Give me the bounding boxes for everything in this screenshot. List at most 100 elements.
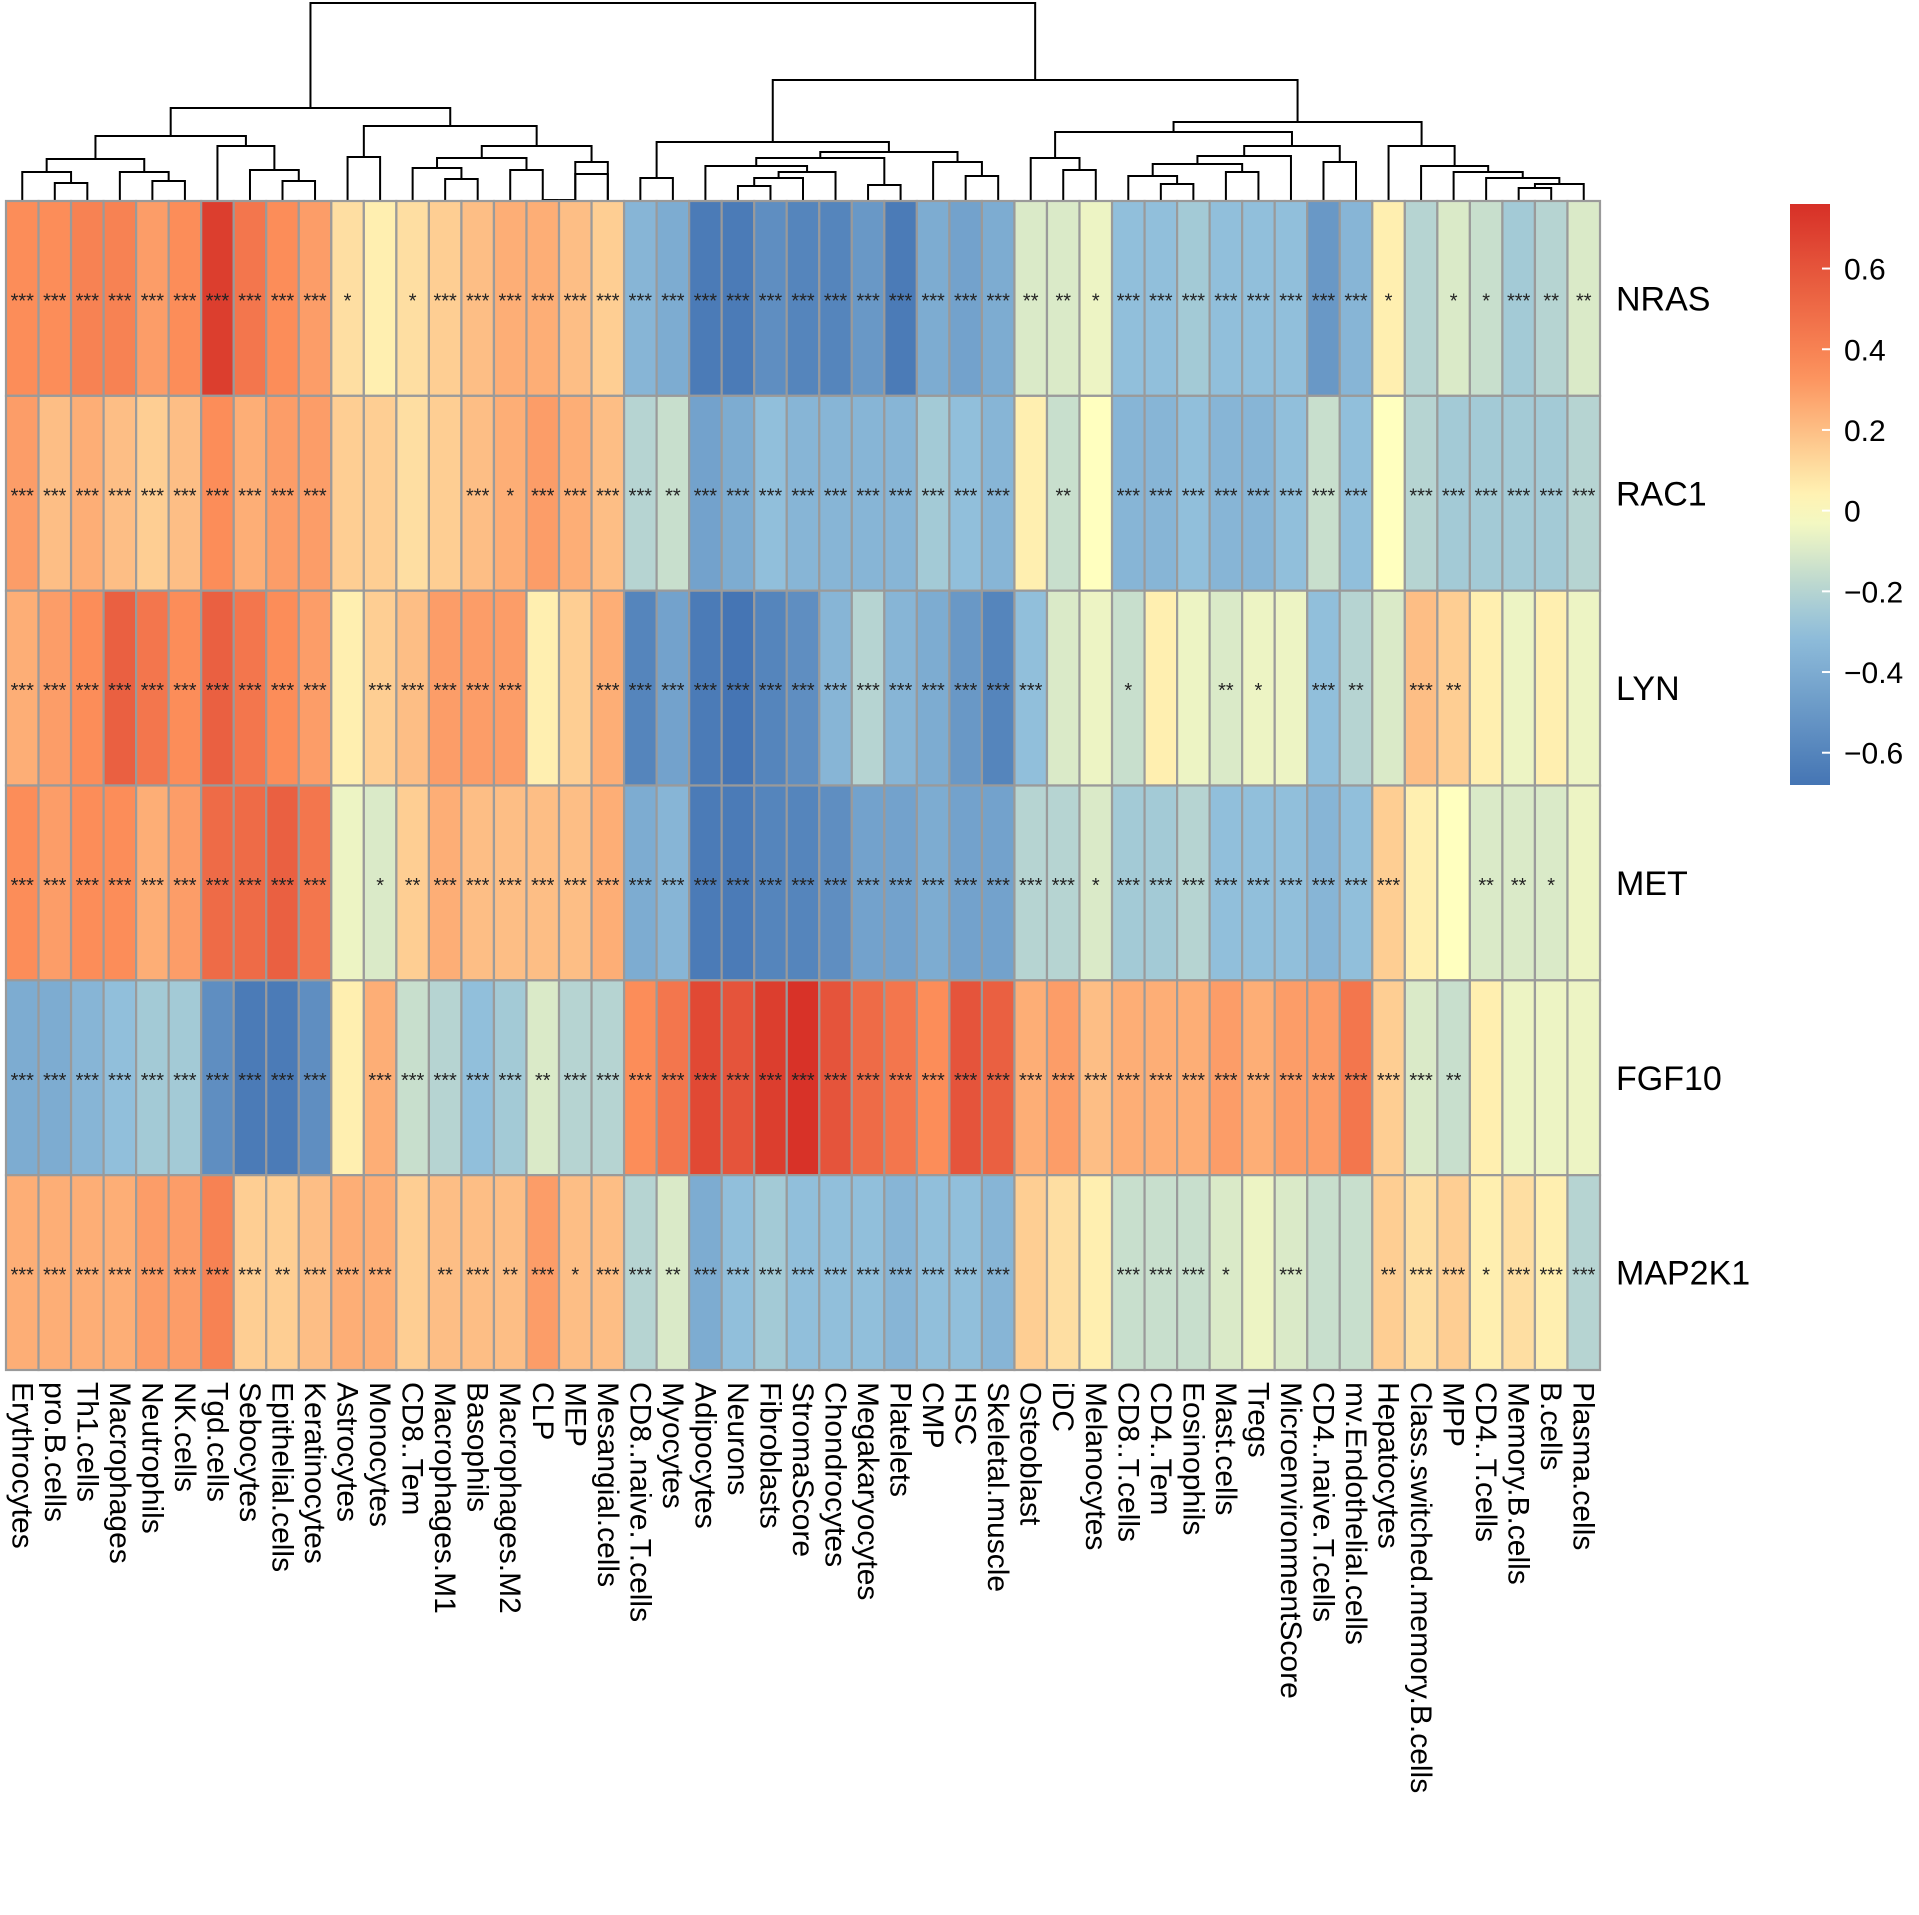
heatmap-cell-MET-Th1.cells [69, 784, 105, 982]
heatmap-cell-NRAS-Plasma.cells [1566, 199, 1602, 397]
significance-mark: *** [921, 1265, 945, 1287]
heatmap-cell-MAP2K1-MPP [1436, 1174, 1471, 1372]
column-label-Adipocytes: Adipocytes [688, 1382, 721, 1529]
significance-mark: *** [173, 1265, 197, 1287]
significance-mark: *** [889, 485, 913, 507]
heatmap-cell-FGF10-CD8..naive.T.cells [622, 979, 658, 1177]
heatmap-cell-FGF10-Macrophages.M1 [427, 979, 463, 1177]
significance-mark: *** [987, 875, 1011, 897]
heatmap-cell-MAP2K1-MEP [557, 1174, 593, 1372]
significance-mark: *** [889, 1265, 913, 1287]
dendrogram-branch [248, 169, 300, 201]
column-label-Chondrocytes: Chondrocytes [819, 1382, 852, 1567]
dendrogram-branch [118, 171, 170, 201]
significance-mark: *** [759, 1070, 783, 1092]
heatmap-cell-NRAS-CD8..T.cells [1110, 199, 1146, 397]
significance-mark: *** [1182, 290, 1206, 312]
significance-mark: *** [108, 875, 132, 897]
significance-mark: *** [11, 1070, 35, 1092]
heatmap-cell-MAP2K1-HSC [948, 1174, 984, 1372]
significance-mark: *** [954, 680, 978, 702]
heatmap-cell-RAC1-Myocytes [655, 394, 691, 592]
heatmap-cell-MAP2K1-Class.switched.memory.B.cells [1403, 1174, 1439, 1372]
significance-mark: *** [1312, 875, 1336, 897]
significance-mark: *** [466, 875, 490, 897]
significance-mark: *** [368, 1070, 392, 1092]
significance-mark: *** [271, 875, 295, 897]
heatmap-cell-LYN-Mast.cells [1208, 589, 1244, 787]
heatmap-cell-RAC1-CD8..naive.T.cells [622, 394, 658, 592]
significance-mark: *** [141, 1070, 165, 1092]
significance-mark: *** [303, 875, 327, 897]
significance-mark: *** [368, 680, 392, 702]
dendrogram-branch [45, 158, 146, 172]
heatmap-cell-FGF10-Memory.B.cells [1501, 979, 1537, 1177]
heatmap-cell-NRAS-Monocytes [362, 199, 398, 397]
heatmap-cell-LYN-iDC [1045, 589, 1081, 787]
significance-mark: *** [43, 485, 67, 507]
heatmap-cell-LYN-NK.cells [167, 589, 203, 787]
dendrogram-branch [480, 145, 593, 162]
heatmap-cell-NRAS-MEP [557, 199, 593, 397]
significance-mark: *** [987, 680, 1011, 702]
significance-mark: *** [303, 680, 327, 702]
significance-mark: *** [368, 1265, 392, 1287]
significance-mark: ** [437, 1265, 453, 1287]
heatmap-cell-MET-HSC [948, 784, 984, 982]
heatmap-cell-RAC1-Neurons [720, 394, 756, 592]
heatmap-cell-RAC1-CMP [915, 394, 951, 592]
significance-mark: *** [303, 290, 327, 312]
significance-mark: *** [694, 1070, 718, 1092]
significance-mark: * [506, 485, 514, 507]
significance-mark: *** [921, 680, 945, 702]
column-label-CD8..Tem: CD8..Tem [396, 1382, 429, 1515]
heatmap-cell-RAC1-iDC [1045, 394, 1081, 592]
column-label-Basophils: Basophils [461, 1382, 494, 1512]
dendrogram-branch [867, 184, 902, 201]
significance-mark: *** [271, 485, 295, 507]
significance-mark: *** [1149, 1070, 1173, 1092]
significance-mark: *** [791, 1265, 815, 1287]
row-label-LYN: LYN [1616, 670, 1680, 708]
dendrogram-branch [1151, 163, 1244, 176]
significance-mark: *** [954, 1070, 978, 1092]
legend-color-bar [1790, 204, 1830, 785]
significance-mark: *** [596, 290, 620, 312]
heatmap-cell-FGF10-NK.cells [167, 979, 203, 1177]
significance-mark: *** [271, 290, 295, 312]
significance-mark: *** [1312, 1070, 1336, 1092]
row-labels: NRAS RAC1 LYN MET FGF10 MAP2K1 [1616, 280, 1750, 1292]
significance-mark: *** [1409, 1070, 1433, 1092]
significance-mark: *** [824, 1070, 848, 1092]
significance-marks: *** *** *** *** *** *** *** *** *** *** * * *** *** **… [11, 290, 1596, 1286]
significance-mark: *** [141, 875, 165, 897]
heatmap-cell-FGF10-HSC [948, 979, 984, 1177]
heatmap-cell-LYN-Megakaryocytes [850, 589, 886, 787]
significance-mark: *** [856, 290, 880, 312]
legend-tick-label: 0 [1844, 496, 1861, 529]
heatmap-cell-MAP2K1-Neurons [720, 1174, 756, 1372]
significance-mark: ** [405, 875, 421, 897]
significance-mark: * [1222, 1265, 1230, 1287]
heatmap-cell-LYN-HSC [948, 589, 984, 787]
significance-mark: *** [1149, 1265, 1173, 1287]
significance-mark: *** [1247, 290, 1271, 312]
heatmap-cell-LYN-CD8..naive.T.cells [622, 589, 658, 787]
heatmap-cell-LYN-Adipocytes [688, 589, 723, 787]
dendrogram-branch [932, 161, 983, 201]
significance-mark: *** [889, 680, 913, 702]
column-label-Fibroblasts: Fibroblasts [753, 1382, 786, 1529]
column-label-Mesangial.cells: Mesangial.cells [591, 1382, 624, 1587]
significance-mark: *** [173, 875, 197, 897]
significance-mark: * [1482, 290, 1490, 312]
heatmap-cell-MET-CD8..T.cells [1110, 784, 1146, 982]
significance-mark: *** [824, 680, 848, 702]
column-label-Melanocytes: Melanocytes [1079, 1382, 1112, 1550]
heatmap-cell-MAP2K1-Osteoblast [1013, 1174, 1049, 1372]
significance-mark: *** [238, 680, 262, 702]
heatmap-cell-MET-Class.switched.memory.B.cells [1403, 784, 1439, 982]
heatmap-cell-MAP2K1-Plasma.cells [1566, 1174, 1602, 1372]
significance-mark: ** [665, 1265, 681, 1287]
significance-mark: *** [466, 1265, 490, 1287]
significance-mark: *** [856, 1070, 880, 1092]
